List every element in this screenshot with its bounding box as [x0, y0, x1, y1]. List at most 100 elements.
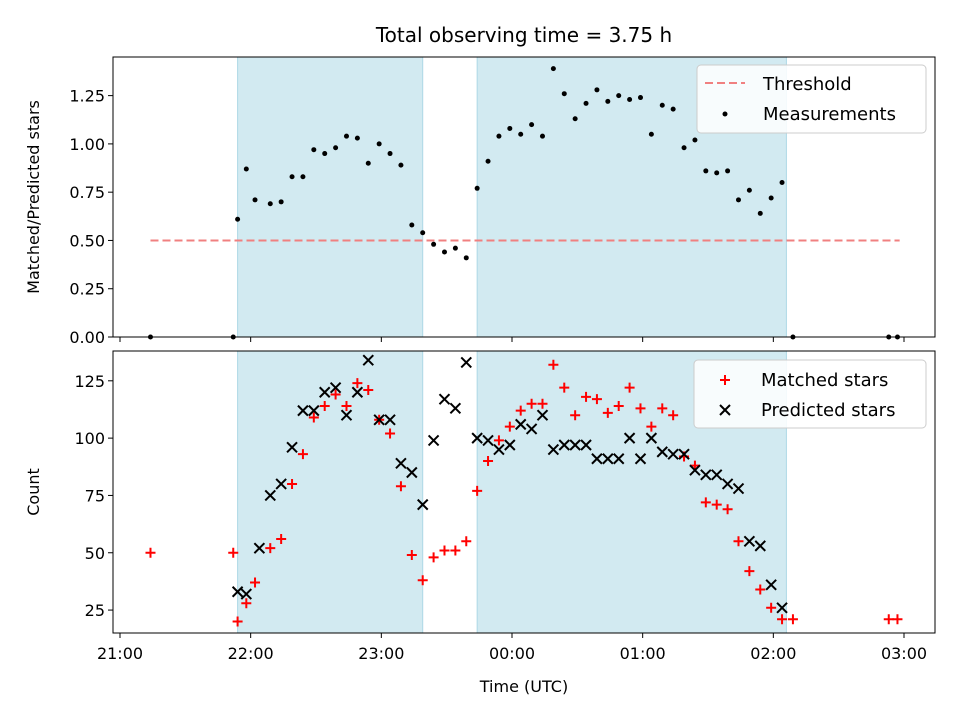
matched-star-point: [613, 401, 624, 412]
measurement-point: [518, 131, 524, 137]
measurement-point: [714, 170, 720, 176]
measurement-point: [594, 87, 600, 93]
matched-star-point: [581, 391, 592, 402]
matched-star-point: [461, 536, 472, 547]
measurement-point: [354, 135, 360, 141]
legend-threshold-label: Threshold: [762, 74, 852, 95]
predicted-star-point: [319, 386, 331, 398]
matched-star-point: [228, 547, 239, 558]
matched-star-point: [711, 499, 722, 510]
predicted-star-point: [580, 439, 592, 451]
top-y-tick-label: 1.25: [69, 87, 105, 106]
measurement-point: [343, 133, 349, 139]
predicted-star-point: [471, 432, 483, 444]
matched-star-point: [308, 412, 319, 423]
measurement-point: [659, 102, 665, 108]
bottom-y-tick-label: 100: [74, 429, 105, 448]
predicted-star-point: [449, 402, 462, 415]
matched-star-point: [265, 543, 276, 554]
predicted-star-point: [515, 418, 527, 431]
matched-star-point: [363, 384, 374, 395]
top-y-tick-label: 0.25: [69, 280, 105, 299]
x-axis-label: Time (UTC): [479, 677, 568, 696]
predicted-star-point: [613, 453, 625, 465]
top-panel: 0.00 0.25 0.50 0.75 1.00 1.25 Matched/Predicte…: [24, 23, 936, 347]
bottom-panel: 25 50 75 100 125 21:00 22:00 23:00 00:00 01:00 02:…: [24, 350, 936, 696]
measurement-point: [670, 106, 676, 112]
measurement-point: [561, 91, 567, 97]
measurement-point: [681, 145, 687, 151]
matched-star-point: [755, 584, 766, 595]
predicted-star-point: [743, 535, 756, 548]
measurement-point: [452, 245, 458, 251]
measurement-point: [463, 255, 469, 261]
predicted-star-point: [351, 386, 364, 398]
measurement-point: [616, 93, 622, 99]
matched-star-point: [744, 566, 755, 577]
measurement-point: [605, 98, 611, 104]
matched-star-point: [624, 382, 635, 393]
x-tick-label: 22:00: [228, 644, 274, 663]
measurement-point: [267, 201, 273, 207]
legend-matched-label: Matched stars: [761, 370, 888, 391]
predicted-star-point: [536, 409, 549, 421]
predicted-star-point: [667, 448, 679, 460]
predicted-star-point: [678, 448, 690, 460]
predicted-star-point: [711, 469, 723, 481]
matched-star-point: [722, 504, 733, 515]
measurement-point: [243, 166, 249, 172]
bottom-y-axis-label: Count: [24, 468, 43, 516]
bottom-legend-box: [693, 359, 927, 429]
measurement-point: [431, 241, 437, 247]
x-tick-label: 00:00: [489, 644, 535, 663]
x-tick-label: 02:00: [750, 644, 796, 663]
predicted-star-point: [504, 439, 516, 451]
matched-star-point: [526, 398, 537, 409]
bottom-legend: Matched stars Predicted stars: [693, 359, 927, 429]
matched-star-point: [352, 378, 363, 389]
top-y-axis-label: Matched/Predicted stars: [24, 100, 43, 294]
measurement-point: [779, 180, 785, 186]
matched-star-point: [472, 485, 483, 496]
measurement-point: [768, 195, 774, 201]
legend-matched-swatch: [720, 375, 730, 385]
matched-star-point: [504, 421, 515, 432]
measurement-point: [735, 197, 741, 203]
x-tick-label: 21:00: [97, 644, 143, 663]
matched-star-point: [319, 401, 330, 412]
predicted-star-point: [231, 586, 244, 598]
measurement-point: [474, 185, 480, 191]
matched-star-point: [483, 456, 494, 467]
matched-star-point: [145, 547, 156, 558]
matched-star-point: [341, 401, 352, 412]
predicted-star-point: [558, 439, 570, 451]
predicted-star-point: [569, 439, 581, 451]
predicted-star-point: [645, 432, 658, 444]
matched-star-point: [297, 449, 308, 460]
matched-star-point: [700, 497, 711, 508]
matched-star-point: [493, 435, 504, 446]
bottom-series-0: [145, 359, 903, 627]
measurement-point: [637, 95, 643, 101]
matched-star-point: [385, 428, 396, 439]
top-shaded-interval-0: [237, 56, 424, 338]
predicted-star-point: [732, 482, 745, 495]
measurement-point: [703, 168, 709, 174]
measurement-point: [583, 100, 589, 106]
measurement-point: [387, 151, 393, 157]
matched-star-point: [777, 614, 788, 625]
predicted-star-point: [253, 542, 266, 554]
measurement-point: [529, 122, 535, 128]
measurement-point: [289, 174, 295, 180]
matched-star-point: [602, 407, 613, 418]
measurement-point: [365, 160, 371, 166]
measurement-point: [572, 116, 578, 122]
matched-star-point: [591, 394, 602, 405]
bottom-shaded-interval-0: [237, 350, 424, 634]
predicted-star-point: [297, 404, 309, 417]
measurement-point: [757, 210, 763, 216]
matched-star-point: [668, 410, 679, 421]
predicted-star-point: [547, 443, 560, 456]
predicted-star-point: [482, 434, 494, 447]
measurement-point: [648, 131, 654, 137]
